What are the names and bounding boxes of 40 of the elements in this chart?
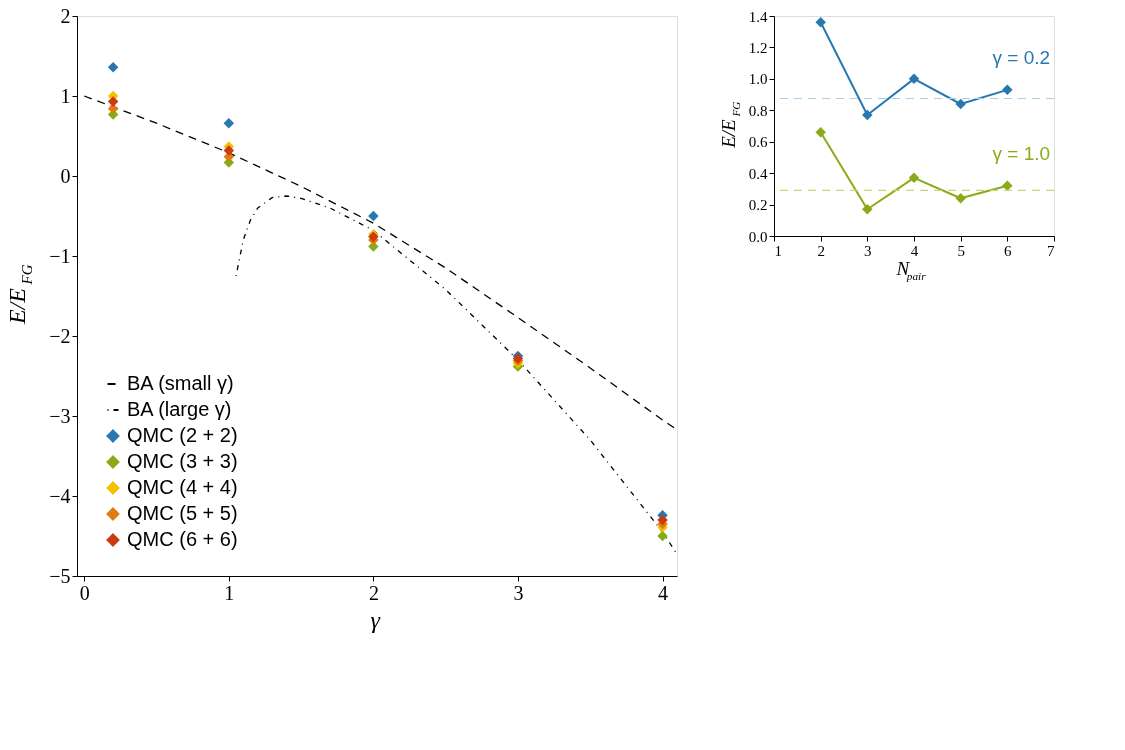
- y-tick-label: 0.4: [748, 165, 768, 182]
- x-tick-label: 2: [817, 242, 825, 259]
- x-tick-label: 7: [1047, 242, 1055, 259]
- y-tick-label: 0.6: [748, 134, 768, 151]
- x-tick-label: 1: [774, 242, 782, 259]
- y-tick-label: 0.2: [748, 197, 768, 214]
- y-tick-label: 0.0: [748, 228, 768, 245]
- y-tick-label: 2: [60, 4, 71, 27]
- x-tick-label: 4: [910, 242, 919, 259]
- y-axis-title: E/EFG: [4, 264, 35, 326]
- x-tick-label: 1: [224, 581, 235, 604]
- x-tick-label: 4: [658, 581, 669, 604]
- y-tick-label: 0: [60, 164, 71, 187]
- y-tick-label: 1: [60, 84, 71, 107]
- y-tick-label: −4: [49, 484, 71, 507]
- y-tick-label: −3: [49, 404, 71, 427]
- y-tick-label: 1.4: [748, 8, 768, 25]
- legend-label: BA (small γ): [127, 372, 234, 394]
- annotation: γ = 0.2: [992, 46, 1051, 68]
- legend-label: QMC (4 + 4): [127, 476, 238, 498]
- y-axis-title: E/EFG: [718, 101, 743, 149]
- x-tick-label: 2: [368, 581, 379, 604]
- y-tick-label: −5: [49, 564, 71, 587]
- legend-label: QMC (3 + 3): [127, 450, 238, 472]
- x-axis-title: γ: [370, 607, 381, 633]
- legend-label: QMC (5 + 5): [127, 502, 238, 524]
- legend-label: QMC (2 + 2): [127, 424, 238, 446]
- x-tick-label: 3: [513, 581, 524, 604]
- y-tick-label: 1.2: [748, 39, 768, 56]
- legend-label: QMC (6 + 6): [127, 528, 238, 550]
- y-tick-label: 0.8: [748, 102, 768, 119]
- y-tick-label: −1: [49, 244, 71, 267]
- legend-label: BA (large γ): [127, 398, 232, 420]
- y-tick-label: 1.0: [748, 71, 768, 88]
- x-tick-label: 0: [79, 581, 90, 604]
- x-tick-label: 5: [957, 242, 965, 259]
- annotation: γ = 1.0: [992, 142, 1051, 164]
- y-tick-label: −2: [49, 324, 71, 347]
- x-tick-label: 3: [864, 242, 872, 259]
- x-tick-label: 6: [1004, 242, 1013, 259]
